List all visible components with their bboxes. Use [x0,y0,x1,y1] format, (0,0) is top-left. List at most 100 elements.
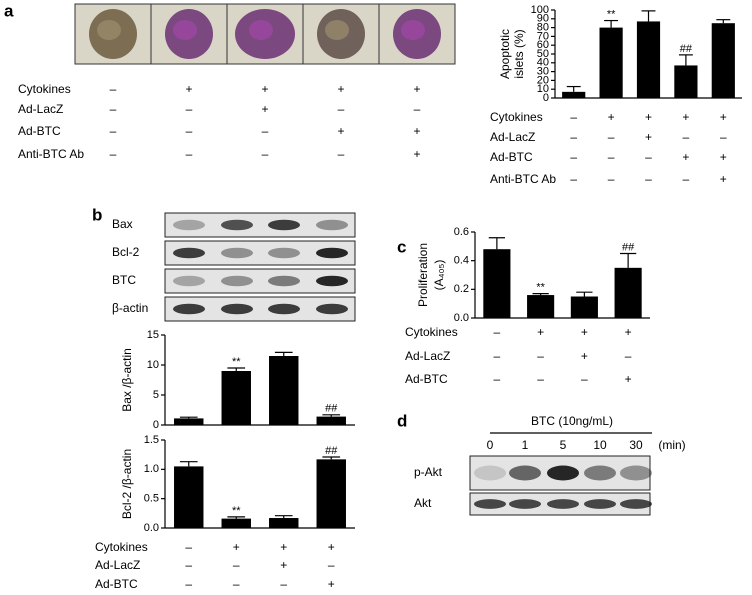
condition-mark: + [625,325,632,339]
condition-mark: + [337,82,344,96]
condition-mark: + [720,110,727,124]
panel-label: d [397,411,407,430]
condition-mark: – [185,540,192,554]
condition-mark: – [233,558,240,572]
condition-label: Ad-LacZ [405,349,450,363]
condition-label: Cytokines [18,82,71,96]
condition-mark: + [625,372,632,386]
condition-mark: + [682,150,689,164]
blot-band [173,247,205,259]
condition-mark: + [413,147,420,161]
condition-mark: – [537,349,544,363]
condition-mark: – [570,150,577,164]
condition-mark: – [625,349,632,363]
condition-mark: + [328,540,335,554]
condition-mark: + [682,110,689,124]
condition-mark: – [608,150,615,164]
condition-label: Ad-LacZ [490,130,535,144]
condition-mark: – [328,558,335,572]
condition-mark: – [683,172,690,186]
blot-label: BTC [112,273,136,287]
significance: ** [607,8,616,20]
blot-band [221,219,253,231]
condition-mark: – [110,147,117,161]
y-tick-label: 0.2 [454,283,469,295]
condition-mark: + [233,540,240,554]
condition-label: Ad-BTC [18,124,61,138]
condition-mark: – [570,130,577,144]
significance: ** [232,505,241,517]
condition-mark: + [720,172,727,186]
bar [221,518,251,528]
y-tick-label: 0.6 [454,226,469,238]
condition-mark: + [185,82,192,96]
condition-mark: – [280,577,287,591]
y-axis-label: Bcl-2 /β-actin [120,449,134,519]
condition-mark: – [581,372,588,386]
condition-label: Cytokines [490,110,543,124]
condition-label: Cytokines [95,540,148,554]
bar [570,296,598,318]
islet-texture [173,20,197,40]
significance: ## [622,241,635,253]
significance: ## [325,445,338,457]
condition-mark: – [494,325,501,339]
condition-mark: – [186,124,193,138]
islet-texture [401,20,425,40]
condition-mark: + [720,150,727,164]
lane-label: 1 [522,438,529,452]
y-tick-label: 20 [537,74,549,86]
blot-band [268,247,300,259]
condition-label: Ad-BTC [405,372,448,386]
condition-mark: + [608,110,615,124]
bar [316,459,346,528]
condition-mark: – [570,110,577,124]
y-tick-label: 100 [531,4,549,16]
blot-band [474,499,506,509]
condition-mark: + [261,102,268,116]
blot-band [584,499,616,509]
y-tick-label: 5 [153,389,159,401]
condition-mark: – [338,147,345,161]
blot-band [268,219,300,231]
y-tick-label: 0.4 [454,255,469,267]
condition-mark: + [413,82,420,96]
lane-unit: (min) [658,438,685,452]
y-axis-label: Apoptotic [498,29,512,79]
condition-label: Anti-BTC Ab [18,147,84,161]
blot-band [509,465,541,481]
y-axis-label: (A₄₀₅) [432,260,446,291]
islet-texture [97,20,121,40]
blot-band [173,219,205,231]
condition-mark: – [185,558,192,572]
y-tick-label: 0 [153,419,159,431]
y-tick-label: 15 [147,329,159,341]
condition-mark: – [683,130,690,144]
significance: ** [536,282,545,294]
y-tick-label: 30 [537,66,549,78]
y-tick-label: 0 [543,92,549,104]
condition-label: Ad-BTC [95,577,138,591]
y-tick-label: 1.5 [144,434,159,446]
condition-mark: – [494,349,501,363]
islet-texture [249,20,273,40]
y-tick-label: 60 [537,39,549,51]
blot-band [620,465,652,481]
blot-band [173,275,205,287]
condition-mark: – [262,147,269,161]
condition-label: Ad-LacZ [95,558,140,572]
blot-band [474,465,506,481]
bar [614,267,642,318]
blot-band [316,303,348,315]
condition-mark: – [110,102,117,116]
bar [527,295,555,318]
blot-label: Bax [112,217,133,231]
blot-band [547,499,579,509]
condition-mark: – [233,577,240,591]
condition-mark: + [328,577,335,591]
blot-band [316,275,348,287]
y-axis-label: islets (%) [512,29,526,78]
bar [221,371,251,425]
